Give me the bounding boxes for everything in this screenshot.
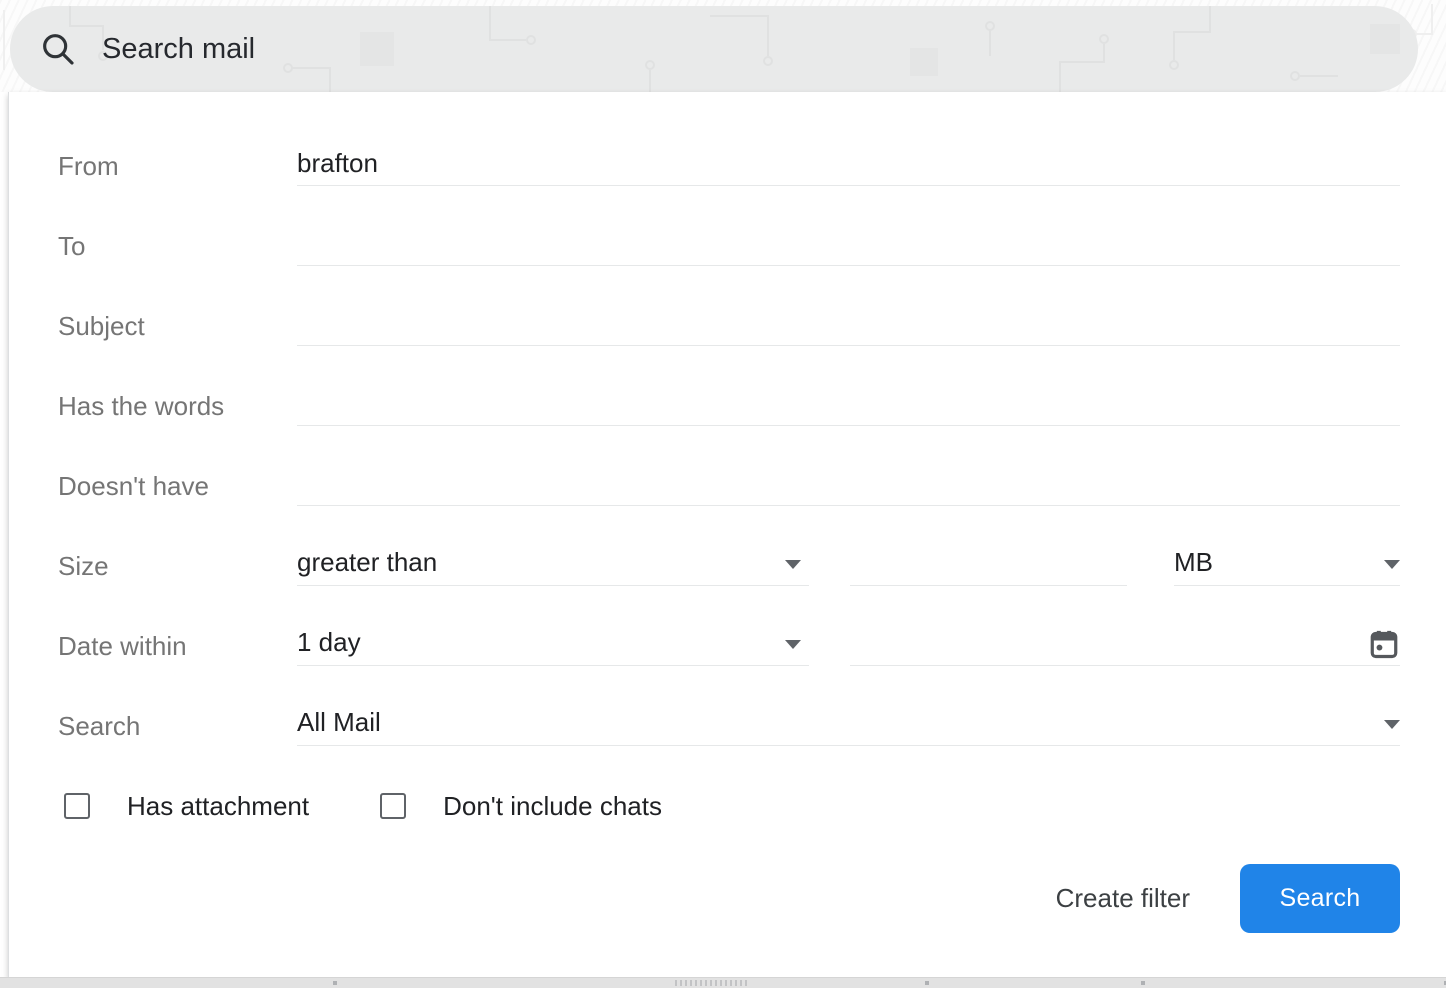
- date-period-value: 1 day: [297, 627, 361, 657]
- search-scope-dropdown[interactable]: All Mail: [297, 686, 1400, 746]
- background-artifact: [1141, 981, 1145, 985]
- dropdown-arrow-icon: [785, 640, 801, 649]
- size-amount-input[interactable]: [850, 548, 1127, 585]
- subject-input[interactable]: [297, 308, 1400, 345]
- subject-label: Subject: [58, 310, 145, 341]
- date-input[interactable]: [850, 628, 1368, 665]
- to-field[interactable]: [297, 206, 1400, 266]
- search-scope-label: Search: [58, 710, 141, 741]
- doesnt-have-input[interactable]: [297, 468, 1400, 505]
- search-input[interactable]: [100, 19, 1418, 79]
- doesnt-have-label: Doesn't have: [58, 470, 209, 501]
- action-buttons-row: Create filter Search: [58, 864, 1400, 933]
- checkbox-row: Has attachment Don't include chats: [58, 766, 1400, 846]
- from-row: From: [58, 126, 1400, 206]
- create-filter-button[interactable]: Create filter: [1055, 883, 1190, 913]
- dont-include-chats-label: Don't include chats: [443, 790, 662, 821]
- background-page-edge: [0, 977, 1446, 988]
- subject-row: Subject: [58, 286, 1400, 366]
- has-words-input[interactable]: [297, 388, 1400, 425]
- size-comparison-value: greater than: [297, 547, 438, 577]
- from-field[interactable]: [297, 126, 1400, 186]
- doesnt-have-row: Doesn't have: [58, 446, 1400, 526]
- dropdown-arrow-icon: [1384, 720, 1400, 729]
- date-period-dropdown[interactable]: 1 day: [297, 606, 809, 666]
- search-button[interactable]: Search: [1240, 864, 1400, 933]
- dropdown-arrow-icon: [1384, 560, 1400, 569]
- background-artifact: [925, 981, 929, 985]
- to-row: To: [58, 206, 1400, 286]
- from-label: From: [58, 150, 119, 181]
- doesnt-have-field[interactable]: [297, 446, 1400, 506]
- has-attachment-checkbox[interactable]: [64, 793, 90, 819]
- search-scope-value: All Mail: [297, 707, 381, 737]
- background-artifact: [675, 980, 747, 986]
- search-header: [0, 0, 1446, 92]
- to-input[interactable]: [297, 228, 1400, 265]
- date-within-label: Date within: [58, 630, 187, 661]
- search-bar[interactable]: [10, 6, 1418, 92]
- background-artifact: [1444, 981, 1446, 985]
- has-words-row: Has the words: [58, 366, 1400, 446]
- has-words-label: Has the words: [58, 390, 225, 421]
- calendar-icon[interactable]: [1368, 629, 1400, 661]
- dont-include-chats-checkbox[interactable]: [380, 793, 407, 819]
- subject-field[interactable]: [297, 286, 1400, 346]
- from-input[interactable]: [297, 148, 1400, 185]
- has-words-field[interactable]: [297, 366, 1400, 426]
- size-amount-field[interactable]: [850, 526, 1127, 586]
- background-artifact: [333, 981, 337, 985]
- size-comparison-dropdown[interactable]: greater than: [297, 526, 809, 586]
- to-label: To: [58, 230, 86, 261]
- search-icon: [43, 34, 74, 65]
- dropdown-arrow-icon: [785, 560, 801, 569]
- size-label: Size: [58, 550, 109, 581]
- advanced-search-panel: From To Subject Has the words: [8, 92, 1446, 977]
- has-attachment-label: Has attachment: [127, 790, 310, 821]
- search-scope-row: Search All Mail: [58, 686, 1400, 766]
- date-field[interactable]: [850, 606, 1400, 666]
- size-row: Size greater than MB: [58, 526, 1400, 606]
- size-unit-dropdown[interactable]: MB: [1174, 526, 1400, 586]
- size-unit-value: MB: [1174, 547, 1213, 577]
- date-within-row: Date within 1 day: [58, 606, 1400, 686]
